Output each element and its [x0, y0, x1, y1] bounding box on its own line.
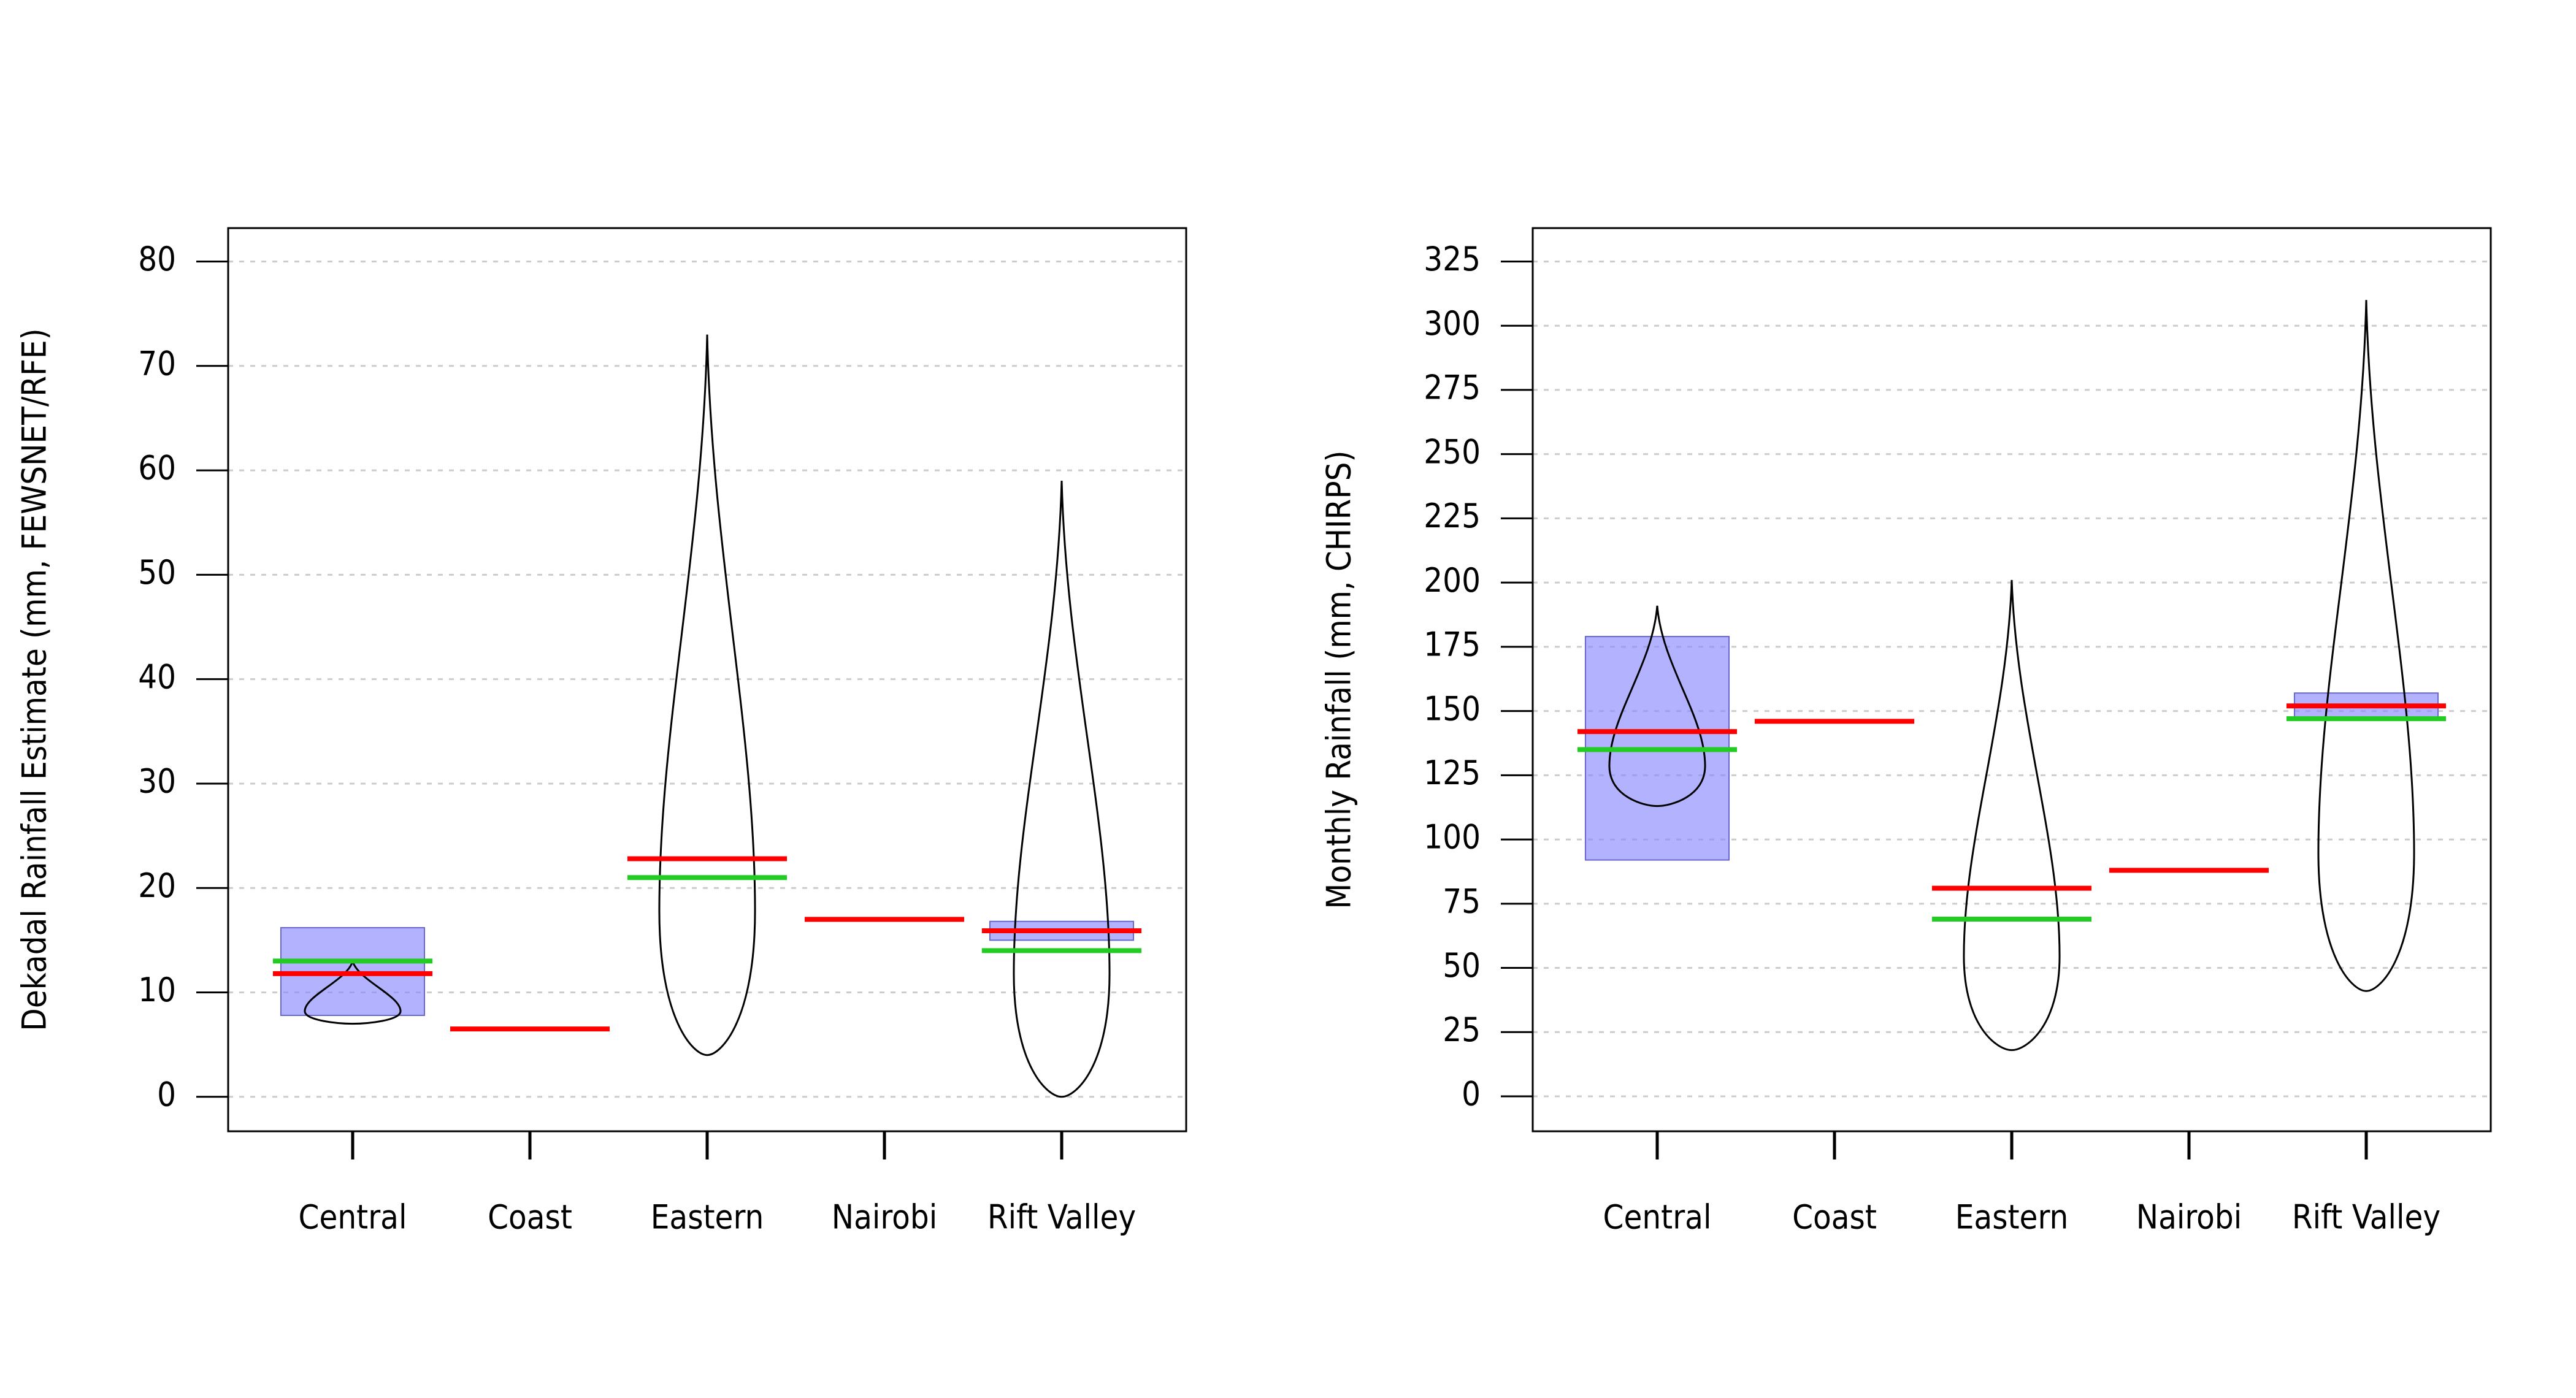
- y-tick-label: 40: [138, 657, 176, 696]
- panel: 0 25 50 75 100 125 150 175 200 225 250 275 300 325 Mon…: [1320, 227, 2492, 1237]
- panel: 0 10 20 30 40 50 60 70 80 Dekadal Rainfall Estima…: [15, 227, 1187, 1237]
- y-tick-label: 25: [1443, 1010, 1481, 1049]
- violin: [1963, 579, 2061, 1052]
- y-tick-label: 150: [1424, 689, 1481, 728]
- violin: [304, 960, 402, 1025]
- violin: [658, 334, 756, 1056]
- violin: [1013, 481, 1111, 1098]
- y-tick-label: 300: [1424, 304, 1481, 343]
- y-tick-label: 125: [1424, 754, 1481, 792]
- y-tick-label: 75: [1443, 882, 1481, 920]
- y-axis-title: Dekadal Rainfall Estimate (mm, FEWSNET/R…: [15, 328, 54, 1031]
- y-tick-label: 70: [138, 344, 176, 383]
- y-tick-label: 0: [157, 1075, 176, 1113]
- y-tick-label: 60: [138, 449, 176, 487]
- x-tick-label: Nairobi: [2136, 1198, 2242, 1237]
- y-tick-label: 175: [1424, 625, 1481, 664]
- y-tick-label: 200: [1424, 561, 1481, 600]
- x-tick-label: Coast: [1792, 1198, 1877, 1237]
- y-tick-label: 100: [1424, 818, 1481, 857]
- x-tick-label: Rift Valley: [2292, 1198, 2440, 1237]
- x-tick-label: Rift Valley: [987, 1198, 1136, 1237]
- y-tick-label: 10: [138, 971, 176, 1009]
- x-tick-label: Coast: [488, 1198, 572, 1237]
- violin: [1608, 605, 1706, 808]
- x-tick-label: Central: [1603, 1198, 1712, 1237]
- plot-frame: [227, 227, 1187, 1133]
- x-tick-label: Central: [299, 1198, 407, 1237]
- plot-frame: [1531, 227, 2492, 1133]
- y-tick-label: 250: [1424, 432, 1481, 471]
- x-tick-label: Eastern: [1955, 1198, 2069, 1237]
- y-tick-label: 50: [138, 553, 176, 592]
- y-tick-label: 225: [1424, 497, 1481, 535]
- y-tick-label: 20: [138, 866, 176, 905]
- y-tick-label: 80: [138, 240, 176, 278]
- x-tick-label: Eastern: [651, 1198, 764, 1237]
- y-axis-title: Monthly Rainfall (mm, CHIRPS): [1320, 451, 1359, 909]
- y-tick-label: 0: [1462, 1075, 1481, 1113]
- y-tick-label: 275: [1424, 369, 1481, 407]
- y-tick-label: 50: [1443, 946, 1481, 985]
- y-tick-label: 30: [138, 762, 176, 801]
- violin: [2317, 300, 2415, 992]
- y-tick-label: 325: [1424, 240, 1481, 278]
- x-tick-label: Nairobi: [832, 1198, 937, 1237]
